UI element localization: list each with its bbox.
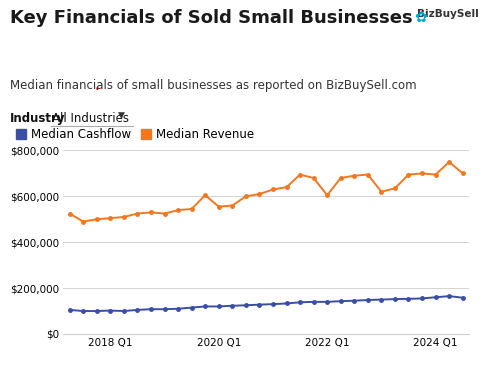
Text: Key Financials of Sold Small Businesses: Key Financials of Sold Small Businesses xyxy=(10,9,412,27)
Text: •: • xyxy=(95,85,100,94)
Text: ✿: ✿ xyxy=(414,10,426,25)
Text: ▼: ▼ xyxy=(118,111,124,120)
Text: Industry: Industry xyxy=(10,112,65,125)
Legend: Median Cashflow, Median Revenue: Median Cashflow, Median Revenue xyxy=(15,128,254,141)
Text: Median financials of small businesses as reported on BizBuySell.com: Median financials of small businesses as… xyxy=(10,79,416,92)
Text: All Industries: All Industries xyxy=(52,112,129,125)
Text: BizBuySell: BizBuySell xyxy=(417,9,479,19)
